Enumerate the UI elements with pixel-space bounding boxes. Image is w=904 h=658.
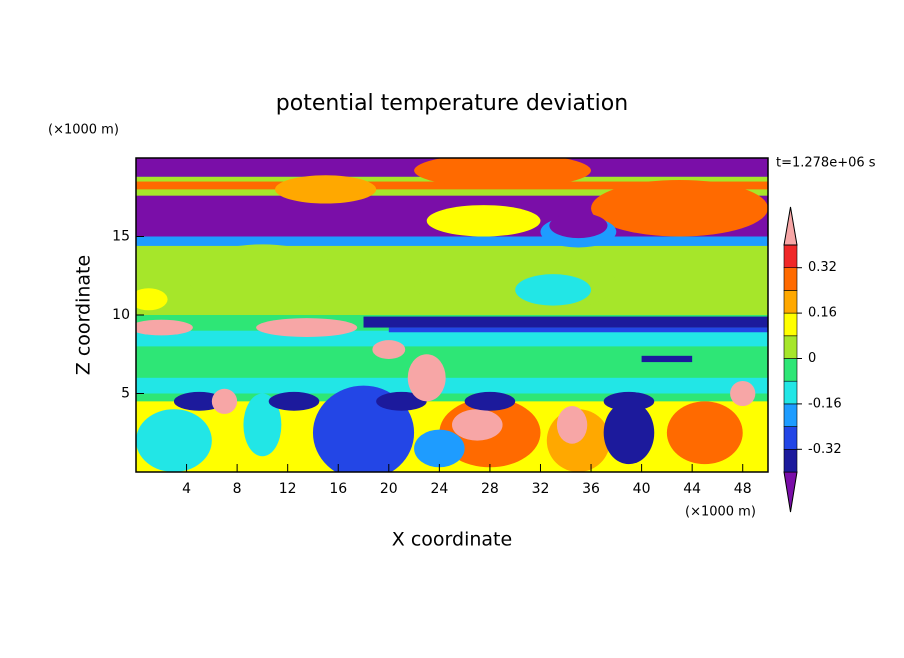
contour-region (730, 380, 756, 407)
x-tick-label: 8 (233, 481, 242, 497)
x-tick-label: 28 (481, 481, 499, 497)
contour-region (372, 340, 406, 359)
contour-region (376, 391, 427, 411)
contour-region (243, 393, 282, 457)
contour-region (452, 409, 503, 441)
colorbar-tick-label: -0.16 (808, 396, 842, 411)
contour-region (603, 401, 655, 465)
contour-region (641, 355, 693, 363)
contour-region (186, 244, 339, 308)
colorbar-box (783, 358, 798, 382)
chart-title: potential temperature deviation (276, 91, 628, 116)
x-axis-label: X coordinate (392, 529, 512, 551)
colorbar-box (783, 448, 798, 473)
y-tick-label: 15 (112, 229, 130, 245)
colorbar-extend-low (783, 471, 798, 513)
contour-region (414, 429, 465, 468)
contour-field (136, 158, 768, 472)
colorbar-box (783, 380, 798, 405)
x-tick-label: 44 (683, 481, 701, 497)
x-tick-label: 12 (279, 481, 297, 497)
colorbar-box (783, 403, 798, 427)
colorbar-extend-high (783, 206, 798, 246)
colorbar-box (783, 426, 798, 450)
colorbar-box (783, 290, 798, 314)
colorbar-tick-label: 0.16 (808, 306, 837, 321)
x-tick-label: 36 (582, 481, 600, 497)
contour-region (464, 391, 516, 411)
colorbar-box (783, 312, 798, 337)
contour-region (256, 318, 358, 337)
x-tick-label: 24 (430, 481, 448, 497)
x-unit-label: (×1000 m) (685, 505, 756, 520)
contour-region (556, 406, 588, 444)
contour-region (414, 158, 592, 188)
contour-region (603, 391, 655, 411)
colorbar-tick-label: 0 (808, 351, 816, 366)
contour-region (515, 274, 592, 306)
colorbar-tick-label: -0.32 (808, 442, 842, 457)
contour-region (275, 175, 377, 204)
contour-region (268, 391, 320, 411)
contour-region (549, 212, 608, 239)
contour-region (388, 327, 768, 333)
contour-region (211, 388, 238, 414)
colorbar-box (783, 335, 798, 359)
contour-region (136, 288, 168, 311)
contour-region (136, 319, 193, 336)
x-tick-label: 20 (380, 481, 398, 497)
colorbar-box (783, 267, 798, 291)
colorbar-tick-label: 0.32 (808, 260, 837, 275)
contour-region (666, 401, 743, 465)
y-unit-label: (×1000 m) (48, 123, 119, 138)
x-tick-label: 4 (182, 481, 191, 497)
contour-region (173, 391, 225, 411)
time-label: t=1.278e+06 s (776, 156, 876, 171)
contour-region (136, 181, 768, 190)
x-tick-label: 40 (633, 481, 651, 497)
contour-region (363, 316, 768, 328)
contour-region (591, 179, 768, 237)
y-axis-label: Z coordinate (73, 255, 95, 375)
y-tick-label: 5 (121, 386, 130, 402)
contour-region (426, 205, 541, 237)
contour-region (407, 354, 446, 402)
contour-region (136, 409, 212, 472)
x-tick-label: 16 (329, 481, 347, 497)
x-tick-label: 32 (532, 481, 550, 497)
y-tick-label: 10 (112, 307, 130, 323)
x-tick-label: 48 (734, 481, 752, 497)
colorbar-box (783, 244, 798, 269)
